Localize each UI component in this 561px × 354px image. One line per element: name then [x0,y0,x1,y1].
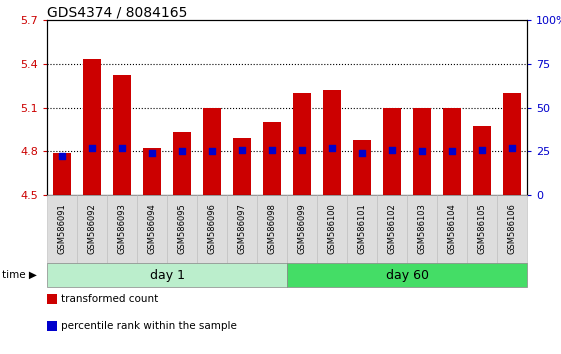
Point [328,145,337,151]
Point [268,147,277,153]
Text: GSM586099: GSM586099 [297,204,306,255]
Bar [233,138,251,195]
Point [388,147,397,153]
Bar [443,108,461,195]
Text: GSM586098: GSM586098 [268,204,277,255]
Bar [263,122,281,195]
Point [237,147,246,153]
Text: GSM586100: GSM586100 [328,204,337,255]
Point [58,153,67,159]
Point [297,147,306,153]
Point [88,145,96,151]
Point [477,147,486,153]
Bar [503,93,521,195]
Text: GSM586096: GSM586096 [208,204,217,255]
Point [208,148,217,154]
Point [508,145,517,151]
Text: GSM586106: GSM586106 [508,204,517,255]
Text: day 1: day 1 [149,268,185,281]
Text: percentile rank within the sample: percentile rank within the sample [61,321,237,331]
Text: GSM586091: GSM586091 [57,204,67,255]
Text: GSM586094: GSM586094 [148,204,157,255]
Text: GSM586095: GSM586095 [177,204,186,255]
Bar [173,132,191,195]
Text: GSM586093: GSM586093 [117,204,126,255]
Point [357,150,366,155]
Point [417,148,426,154]
Text: GSM586101: GSM586101 [357,204,366,255]
Text: time ▶: time ▶ [2,270,37,280]
Text: day 60: day 60 [385,268,429,281]
Text: GSM586097: GSM586097 [237,204,246,255]
Bar [323,90,341,195]
Text: GSM586104: GSM586104 [448,204,457,255]
Bar [113,75,131,195]
Point [448,148,457,154]
Bar [383,108,401,195]
Point [117,145,126,151]
Bar [353,139,371,195]
Bar [473,126,491,195]
Text: transformed count: transformed count [61,294,158,304]
Bar [203,108,221,195]
Text: GSM586092: GSM586092 [88,204,96,255]
Bar [53,153,71,195]
Bar [293,93,311,195]
Text: GSM586102: GSM586102 [388,204,397,255]
Bar [143,148,161,195]
Point [177,148,186,154]
Text: GSM586103: GSM586103 [417,204,426,255]
Bar [413,108,431,195]
Text: GSM586105: GSM586105 [477,204,486,255]
Point [148,150,157,155]
Bar [83,59,101,195]
Text: GDS4374 / 8084165: GDS4374 / 8084165 [47,5,187,19]
